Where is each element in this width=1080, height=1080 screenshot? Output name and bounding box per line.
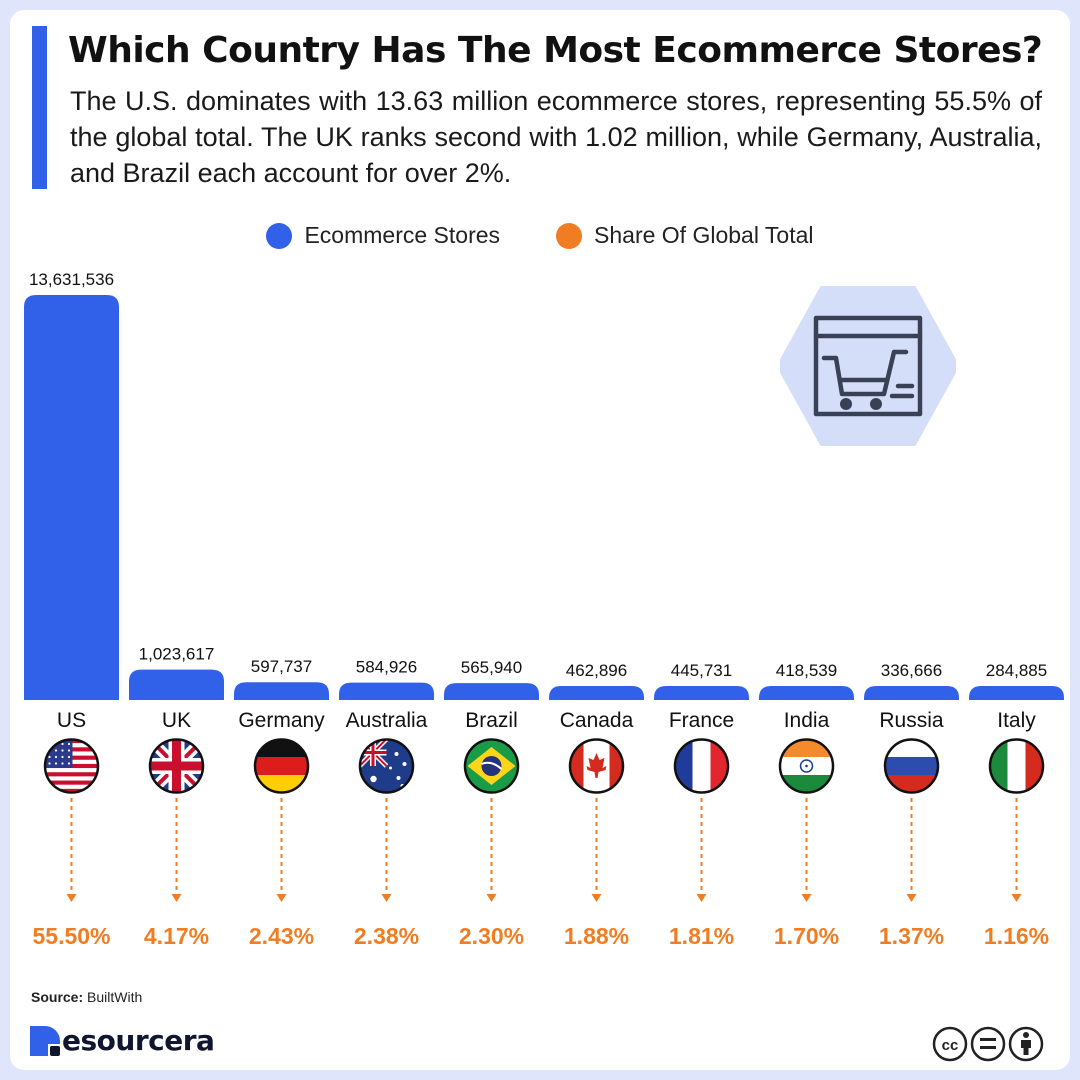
page-title: Which Country Has The Most Ecommerce Sto… [68,30,1043,71]
value-label-germany: 597,737 [251,657,312,676]
value-label-india: 418,539 [776,661,837,680]
italy-flag-icon [988,738,1045,794]
svg-text:cc: cc [942,1037,959,1054]
share-arrowhead-brazil [486,894,497,902]
resourcera-logo-icon [30,1025,60,1056]
bar-france [654,686,749,700]
creative-commons-by-nd-icon: cc [930,1024,1050,1069]
value-label-russia: 336,666 [881,661,942,680]
legend-item-share: Share Of Global Total [556,222,814,249]
category-label-canada: Canada [560,709,634,732]
share-arrowhead-us [66,894,77,902]
france-flag-icon [673,738,730,794]
bar-uk [129,669,224,700]
bar-canada [549,686,644,700]
share-arrowhead-uk [171,894,182,902]
share-arrowhead-italy [1011,894,1022,902]
infographic-card: Which Country Has The Most Ecommerce Sto… [10,10,1070,1070]
source-note: Source: BuiltWith [31,989,142,1005]
share-label-france: 1.81% [669,923,734,949]
share-label-us: 55.50% [32,923,110,949]
category-label-italy: Italy [997,709,1036,732]
share-label-canada: 1.88% [564,923,629,949]
legend-label-stores: Ecommerce Stores [304,222,501,248]
category-label-russia: Russia [879,709,944,732]
share-arrowhead-india [801,894,812,902]
category-label-australia: Australia [346,709,428,732]
category-label-uk: UK [162,709,191,732]
value-label-brazil: 565,940 [461,658,522,677]
value-label-canada: 462,896 [566,661,627,680]
russia-flag-icon [883,738,940,794]
canada-flag-icon [568,738,625,794]
legend-swatch-share [556,222,583,249]
legend-label-share: Share Of Global Total [594,222,814,248]
bar-us [24,295,119,700]
uk-flag-icon [148,738,205,794]
germany-flag-icon [253,738,310,794]
value-label-italy: 284,885 [986,661,1047,680]
source-label: Source: [31,989,84,1005]
share-label-india: 1.70% [774,923,839,949]
legend-swatch-stores [266,222,293,249]
australia-flag-icon [358,738,415,794]
share-arrowhead-canada [591,894,602,902]
share-label-australia: 2.38% [354,923,419,949]
category-label-india: India [784,709,830,732]
share-arrowhead-germany [276,894,287,902]
value-label-us: 13,631,536 [29,270,114,289]
shopping-cart-window-icon [777,285,959,447]
bar-germany [234,682,329,700]
share-label-germany: 2.43% [249,923,314,949]
bar-italy [969,686,1064,700]
bar-india [759,686,854,700]
category-label-us: US [57,709,86,732]
value-label-australia: 584,926 [356,658,417,677]
category-label-brazil: Brazil [465,709,518,732]
brand-logo: esourcera [30,1024,215,1057]
category-label-germany: Germany [238,709,325,732]
share-label-uk: 4.17% [144,923,209,949]
bar-australia [339,682,434,700]
share-label-brazil: 2.30% [459,923,524,949]
page-subtitle: The U.S. dominates with 13.63 million ec… [70,86,1042,188]
value-label-uk: 1,023,617 [139,645,215,664]
bar-chart: 13,631,536 US 55.50% 1,023,617 UK 4.17% 597,73… [24,270,1064,949]
bar-brazil [444,683,539,700]
chart-legend: Ecommerce Stores Share Of Global Total [10,222,1070,249]
legend-item-stores: Ecommerce Stores [266,222,500,249]
india-flag-icon [778,738,835,794]
brazil-flag-icon [463,738,520,794]
share-arrowhead-russia [906,894,917,902]
brand-name: esourcera [62,1024,215,1057]
value-label-france: 445,731 [671,661,732,680]
share-label-italy: 1.16% [984,923,1049,949]
share-label-russia: 1.37% [879,923,944,949]
share-arrowhead-france [696,894,707,902]
title-accent-bar [32,26,47,189]
us-flag-icon [43,738,100,794]
bar-russia [864,686,959,700]
source-value: BuiltWith [87,989,143,1005]
share-arrowhead-australia [381,894,392,902]
category-label-france: France [669,709,734,732]
